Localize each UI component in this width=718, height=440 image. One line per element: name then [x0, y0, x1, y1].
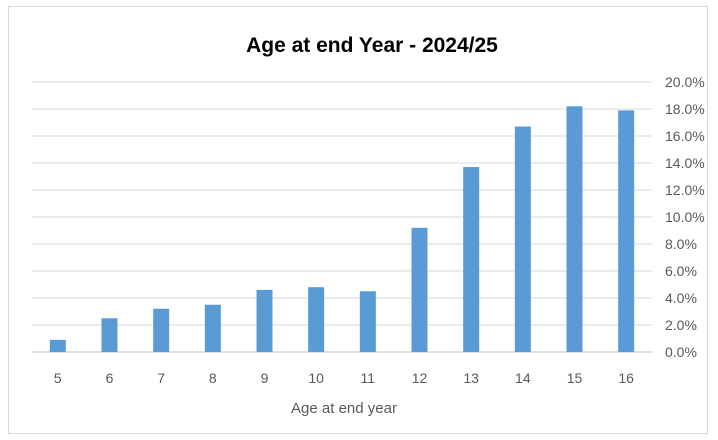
y-tick-label: 2.0%	[665, 317, 697, 333]
x-tick-label: 8	[209, 370, 217, 386]
chart-title: Age at end Year - 2024/25	[246, 34, 498, 57]
x-tick-label: 6	[106, 370, 114, 386]
bar-age-11	[359, 291, 376, 352]
gridlines	[32, 81, 652, 353]
x-tick-label: 7	[157, 370, 165, 386]
y-tick-label: 10.0%	[665, 209, 705, 225]
bar-age-8	[204, 304, 221, 352]
x-tick-label: 16	[618, 370, 634, 386]
y-tick-label: 4.0%	[665, 290, 697, 306]
x-tick-label: 5	[54, 370, 62, 386]
y-tick-label: 20.0%	[665, 74, 705, 90]
x-tick-label: 12	[412, 370, 428, 386]
y-axis-ticks: 0.0% 2.0% 4.0% 6.0% 8.0% 10.0% 12.0% 14.0% 16.0%…	[665, 74, 705, 360]
x-tick-label: 11	[361, 370, 376, 386]
y-tick-label: 12.0%	[665, 182, 705, 198]
bar-age-7	[153, 308, 170, 352]
bar-age-5	[49, 339, 66, 352]
x-tick-label: 14	[515, 370, 531, 386]
y-tick-label: 6.0%	[665, 263, 697, 279]
chart-frame	[8, 6, 708, 434]
x-axis-label: Age at end year	[291, 400, 397, 417]
y-tick-label: 18.0%	[665, 101, 705, 117]
bar-age-15	[566, 106, 583, 352]
bar-age-12	[411, 227, 428, 352]
bar-age-14	[514, 126, 531, 352]
bar-age-10	[308, 287, 325, 352]
x-axis-ticks: 5 6 7 8 9 10 11 12 13 14 15 16	[54, 370, 634, 386]
x-tick-label: 10	[308, 370, 324, 386]
bar-age-16	[618, 110, 635, 352]
x-tick-label: 13	[463, 370, 479, 386]
bar-age-6	[101, 318, 118, 352]
y-tick-label: 8.0%	[665, 236, 697, 252]
bars	[49, 106, 635, 352]
y-tick-label: 16.0%	[665, 128, 705, 144]
bar-age-13	[463, 167, 480, 352]
bar-age-9	[256, 289, 273, 352]
x-tick-label: 15	[567, 370, 583, 386]
x-tick-label: 9	[261, 370, 269, 386]
y-tick-label: 14.0%	[665, 155, 705, 171]
y-tick-label: 0.0%	[665, 344, 697, 360]
